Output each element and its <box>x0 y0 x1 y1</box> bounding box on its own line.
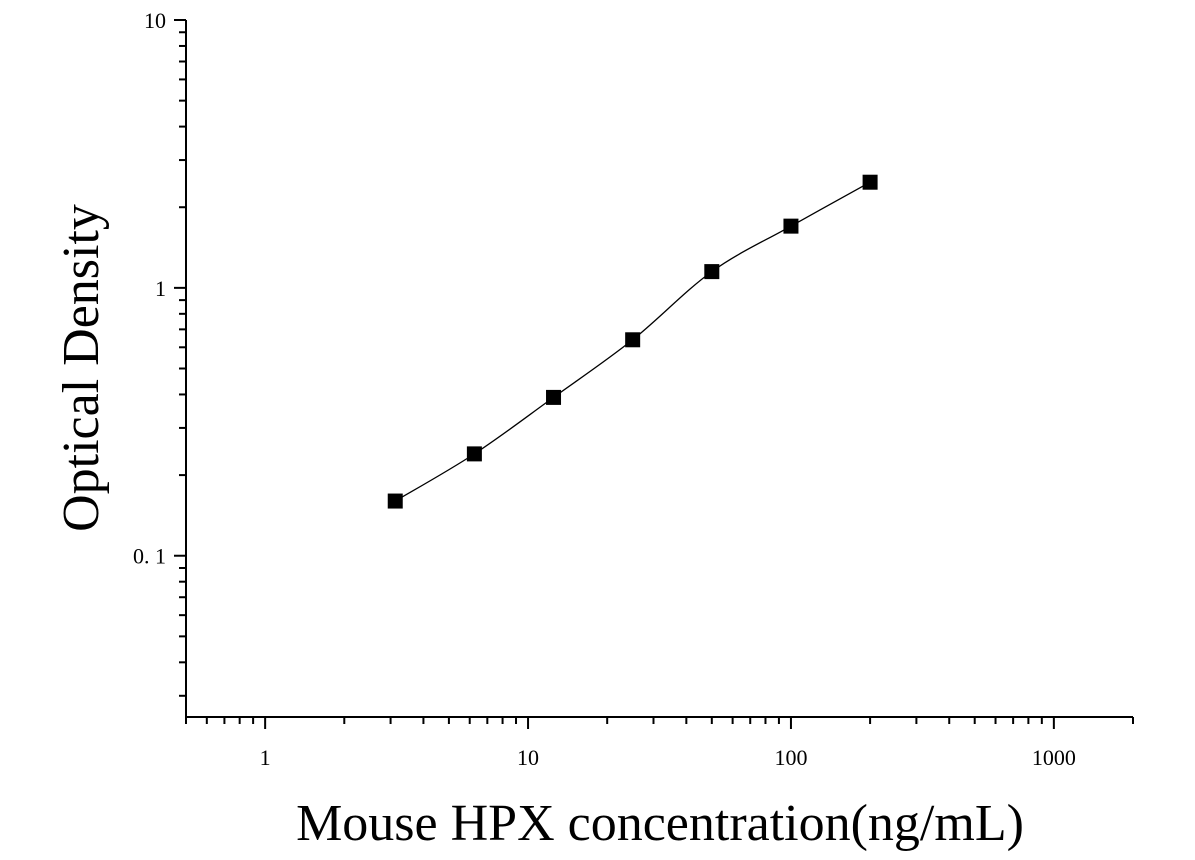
x-tick-label: 100 <box>774 745 807 770</box>
tick-labels: 1 10 100 1000 0. 1 1 10 <box>133 8 1076 770</box>
y-tick-label: 1 <box>155 276 166 301</box>
axes <box>174 19 1134 729</box>
data-point-marker <box>783 218 799 234</box>
x-tick-label: 10 <box>517 745 539 770</box>
data-points <box>387 174 878 509</box>
y-tick-label: 0. 1 <box>133 544 166 569</box>
x-tick-label: 1000 <box>1032 745 1076 770</box>
x-tick-label: 1 <box>260 745 271 770</box>
y-axis-title: Optical Density <box>53 204 110 532</box>
data-point-marker <box>466 446 482 462</box>
data-point-marker <box>625 332 641 348</box>
data-point-marker <box>862 174 878 190</box>
x-axis-title: Mouse HPX concentration(ng/mL) <box>296 795 1024 852</box>
data-point-marker <box>546 389 562 405</box>
y-tick-label: 10 <box>144 8 166 33</box>
data-point-marker <box>704 264 720 280</box>
data-point-marker <box>387 493 403 509</box>
